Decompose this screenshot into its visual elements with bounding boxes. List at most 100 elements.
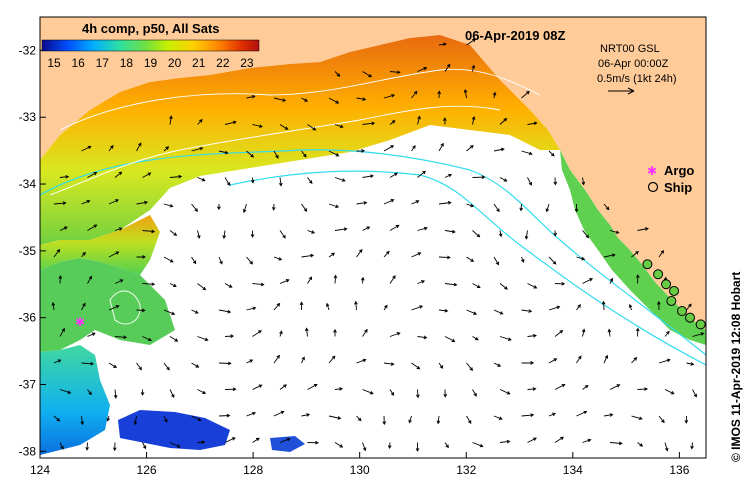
current-arrow <box>307 440 319 445</box>
current-arrow <box>197 230 201 239</box>
colorbar-tick-label: 15 <box>47 56 61 70</box>
current-arrow <box>169 174 183 179</box>
current-arrow <box>362 226 371 231</box>
current-arrow <box>417 226 428 231</box>
current-arrow <box>416 389 420 399</box>
current-arrow <box>389 275 396 284</box>
current-arrow <box>169 389 175 399</box>
current-arrow <box>438 308 449 313</box>
x-tick-label: 136 <box>669 463 689 477</box>
current-arrow <box>389 120 396 125</box>
current-arrow <box>548 412 556 417</box>
current-arrow <box>81 199 91 205</box>
current-arrow <box>307 230 316 234</box>
current-arrow <box>218 256 223 265</box>
current-arrow <box>301 150 307 158</box>
current-arrow <box>444 442 449 449</box>
current-arrow <box>307 276 313 284</box>
current-arrow <box>304 327 309 337</box>
y-tick-label: -32 <box>19 43 37 57</box>
current-arrow <box>279 384 287 390</box>
current-arrow <box>408 415 412 424</box>
current-arrow <box>273 150 279 159</box>
current-arrow <box>492 91 497 99</box>
current-arrow <box>273 97 287 102</box>
x-tick-label: 124 <box>30 463 50 477</box>
current-arrow <box>142 229 156 234</box>
current-arrow <box>278 177 283 187</box>
x-tick-label: 130 <box>350 463 370 477</box>
current-arrow <box>582 230 590 239</box>
credit-text: © IMOS 11-Apr-2019 12:08 Hobart <box>729 272 743 462</box>
current-arrow <box>301 203 308 212</box>
current-arrow <box>328 97 340 104</box>
current-arrow <box>637 227 649 231</box>
current-arrow <box>334 442 344 448</box>
current-arrow <box>417 280 426 284</box>
current-arrow <box>609 277 614 284</box>
current-arrow <box>191 362 200 368</box>
current-arrow <box>142 442 147 450</box>
current-arrow <box>333 328 337 337</box>
current-arrow <box>53 248 61 258</box>
ship-observation-marker <box>661 279 672 290</box>
current-arrow <box>354 300 358 311</box>
colorbar-tick-label: 22 <box>216 56 230 70</box>
current-arrow <box>191 415 202 422</box>
current-arrow <box>417 170 426 178</box>
current-arrow <box>362 71 373 78</box>
current-arrow <box>389 332 401 337</box>
current-arrow <box>383 362 395 366</box>
cold-water-patch-small <box>270 436 305 452</box>
current-arrow <box>252 282 265 287</box>
current-arrow <box>389 224 400 231</box>
current-arrow <box>609 441 623 446</box>
current-arrow <box>472 283 481 289</box>
current-arrow <box>609 230 620 234</box>
colorbar-ticks: 15 16 17 18 19 20 21 22 23 <box>47 56 254 70</box>
current-arrow <box>524 230 529 240</box>
current-arrow <box>108 362 118 369</box>
current-arrow <box>81 145 92 152</box>
sst-contour <box>109 290 141 325</box>
current-arrow <box>328 150 340 157</box>
current-arrow <box>554 282 566 286</box>
current-arrow <box>444 63 451 72</box>
current-arrow <box>664 330 670 337</box>
current-arrow <box>356 358 367 364</box>
current-time: 06-Apr 00:00Z <box>598 58 669 70</box>
current-arrow <box>466 362 473 372</box>
current-arrow <box>438 255 451 260</box>
current-arrow <box>631 357 638 364</box>
current-arrow <box>163 309 176 315</box>
current-arrow <box>471 115 476 125</box>
current-arrow <box>574 204 579 213</box>
current-arrow <box>472 389 477 397</box>
y-tick-label: -36 <box>19 311 37 325</box>
current-arrow <box>554 330 564 337</box>
current-arrow <box>362 389 374 395</box>
current-arrow <box>692 389 697 398</box>
current-arrow <box>142 336 152 342</box>
current-arrow <box>362 328 368 337</box>
current-arrow <box>136 200 149 205</box>
current-arrow <box>307 124 317 131</box>
current-arrow <box>114 279 124 284</box>
sst-contour <box>49 105 501 196</box>
current-arrow <box>472 175 486 179</box>
current-arrow <box>356 248 363 258</box>
current-arrow <box>59 226 68 231</box>
current-arrow <box>113 389 118 399</box>
current-arrow <box>59 327 65 337</box>
current-arrow <box>114 335 128 340</box>
current-arrow <box>106 415 111 422</box>
ship-legend-label: Ship <box>664 180 692 195</box>
current-arrow <box>581 177 586 186</box>
current-arrow <box>250 230 255 238</box>
current-arrow <box>527 387 537 391</box>
current-arrow <box>85 442 89 451</box>
colorbar-tick-label: 21 <box>192 56 206 70</box>
current-arrow <box>631 415 643 421</box>
current-arrow <box>191 203 199 212</box>
current-arrow <box>664 442 669 452</box>
